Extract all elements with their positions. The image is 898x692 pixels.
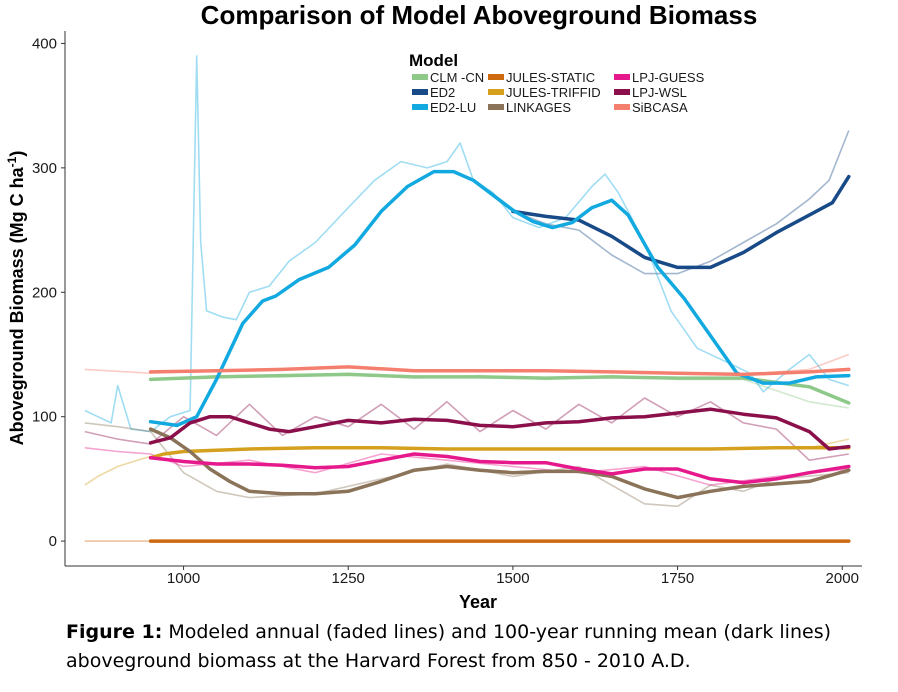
y-tick-label: 400	[32, 35, 57, 52]
x-tick-label: 1000	[167, 570, 200, 587]
y-axis-title-superscript: -1	[5, 156, 19, 167]
mean-line-lpj-guess	[148, 452, 851, 485]
y-axis-title-close: )	[7, 151, 27, 157]
mean-line-ed2	[511, 174, 851, 270]
y-axis-title: Aboveground Biomass (Mg C ha-1)	[5, 151, 27, 446]
figure-caption: Figure 1: Modeled annual (faded lines) a…	[66, 618, 886, 676]
tick-marks	[61, 42, 843, 570]
legend-swatch	[488, 104, 504, 110]
legend-label: JULES-STATIC	[506, 70, 595, 85]
legend-swatch	[412, 104, 428, 110]
legend-label: LPJ-WSL	[632, 85, 687, 100]
legend-title: Model	[409, 51, 458, 70]
x-tick-label: 2000	[826, 570, 859, 587]
caption-label: Figure 1:	[66, 621, 163, 643]
legend-label: CLM -CN	[430, 70, 484, 85]
y-tick-label: 0	[49, 533, 57, 550]
y-tick-label: 300	[32, 160, 57, 177]
chart-title: Comparison of Model Aboveground Biomass	[201, 0, 758, 30]
annual-line-ed2-lu	[84, 55, 850, 433]
legend-swatch	[488, 74, 504, 80]
legend-label: ED2	[430, 85, 455, 100]
legend-swatch	[614, 74, 630, 80]
annual-line-lpj-guess	[84, 447, 849, 486]
mean-line-lpj-wsl	[148, 407, 851, 451]
legend-swatch	[488, 89, 504, 95]
legend-label: JULES-TRIFFID	[506, 85, 601, 100]
x-tick-labels: 1000 1250 1500 1750 2000	[167, 570, 859, 587]
mean-line-linkages	[148, 427, 851, 500]
plot-lines	[84, 55, 851, 543]
y-tick-label: 100	[32, 409, 57, 426]
x-tick-label: 1750	[661, 570, 694, 587]
legend-swatch	[614, 104, 630, 110]
y-tick-label: 200	[32, 284, 57, 301]
x-tick-label: 1500	[496, 570, 529, 587]
mean-line-ed2-lu	[148, 169, 851, 428]
x-axis-title: Year	[459, 592, 497, 612]
legend-swatch	[412, 74, 428, 80]
legend-swatch	[412, 89, 428, 95]
annual-line-ed2	[512, 130, 850, 275]
legend-label: LPJ-GUESS	[632, 70, 705, 85]
legend-swatch	[614, 89, 630, 95]
annual-line-lpj-wsl	[84, 397, 849, 462]
legend-label: LINKAGES	[506, 100, 571, 115]
mean-line-jules-triffid	[148, 446, 851, 460]
mean-line-sibcasa	[148, 365, 851, 377]
caption-text: Modeled annual (faded lines) and 100-yea…	[66, 621, 832, 672]
y-axis-title-main: Aboveground Biomass (Mg C ha	[7, 166, 27, 445]
y-tick-labels: 0 100 200 300 400	[32, 35, 57, 550]
legend-label: ED2-LU	[430, 100, 476, 115]
mean-line-clm-cn	[148, 372, 851, 405]
x-tick-label: 1250	[332, 570, 365, 587]
biomass-line-chart: Comparison of Model Aboveground Biomass …	[5, 0, 862, 612]
legend-label: SiBCASA	[632, 100, 688, 115]
